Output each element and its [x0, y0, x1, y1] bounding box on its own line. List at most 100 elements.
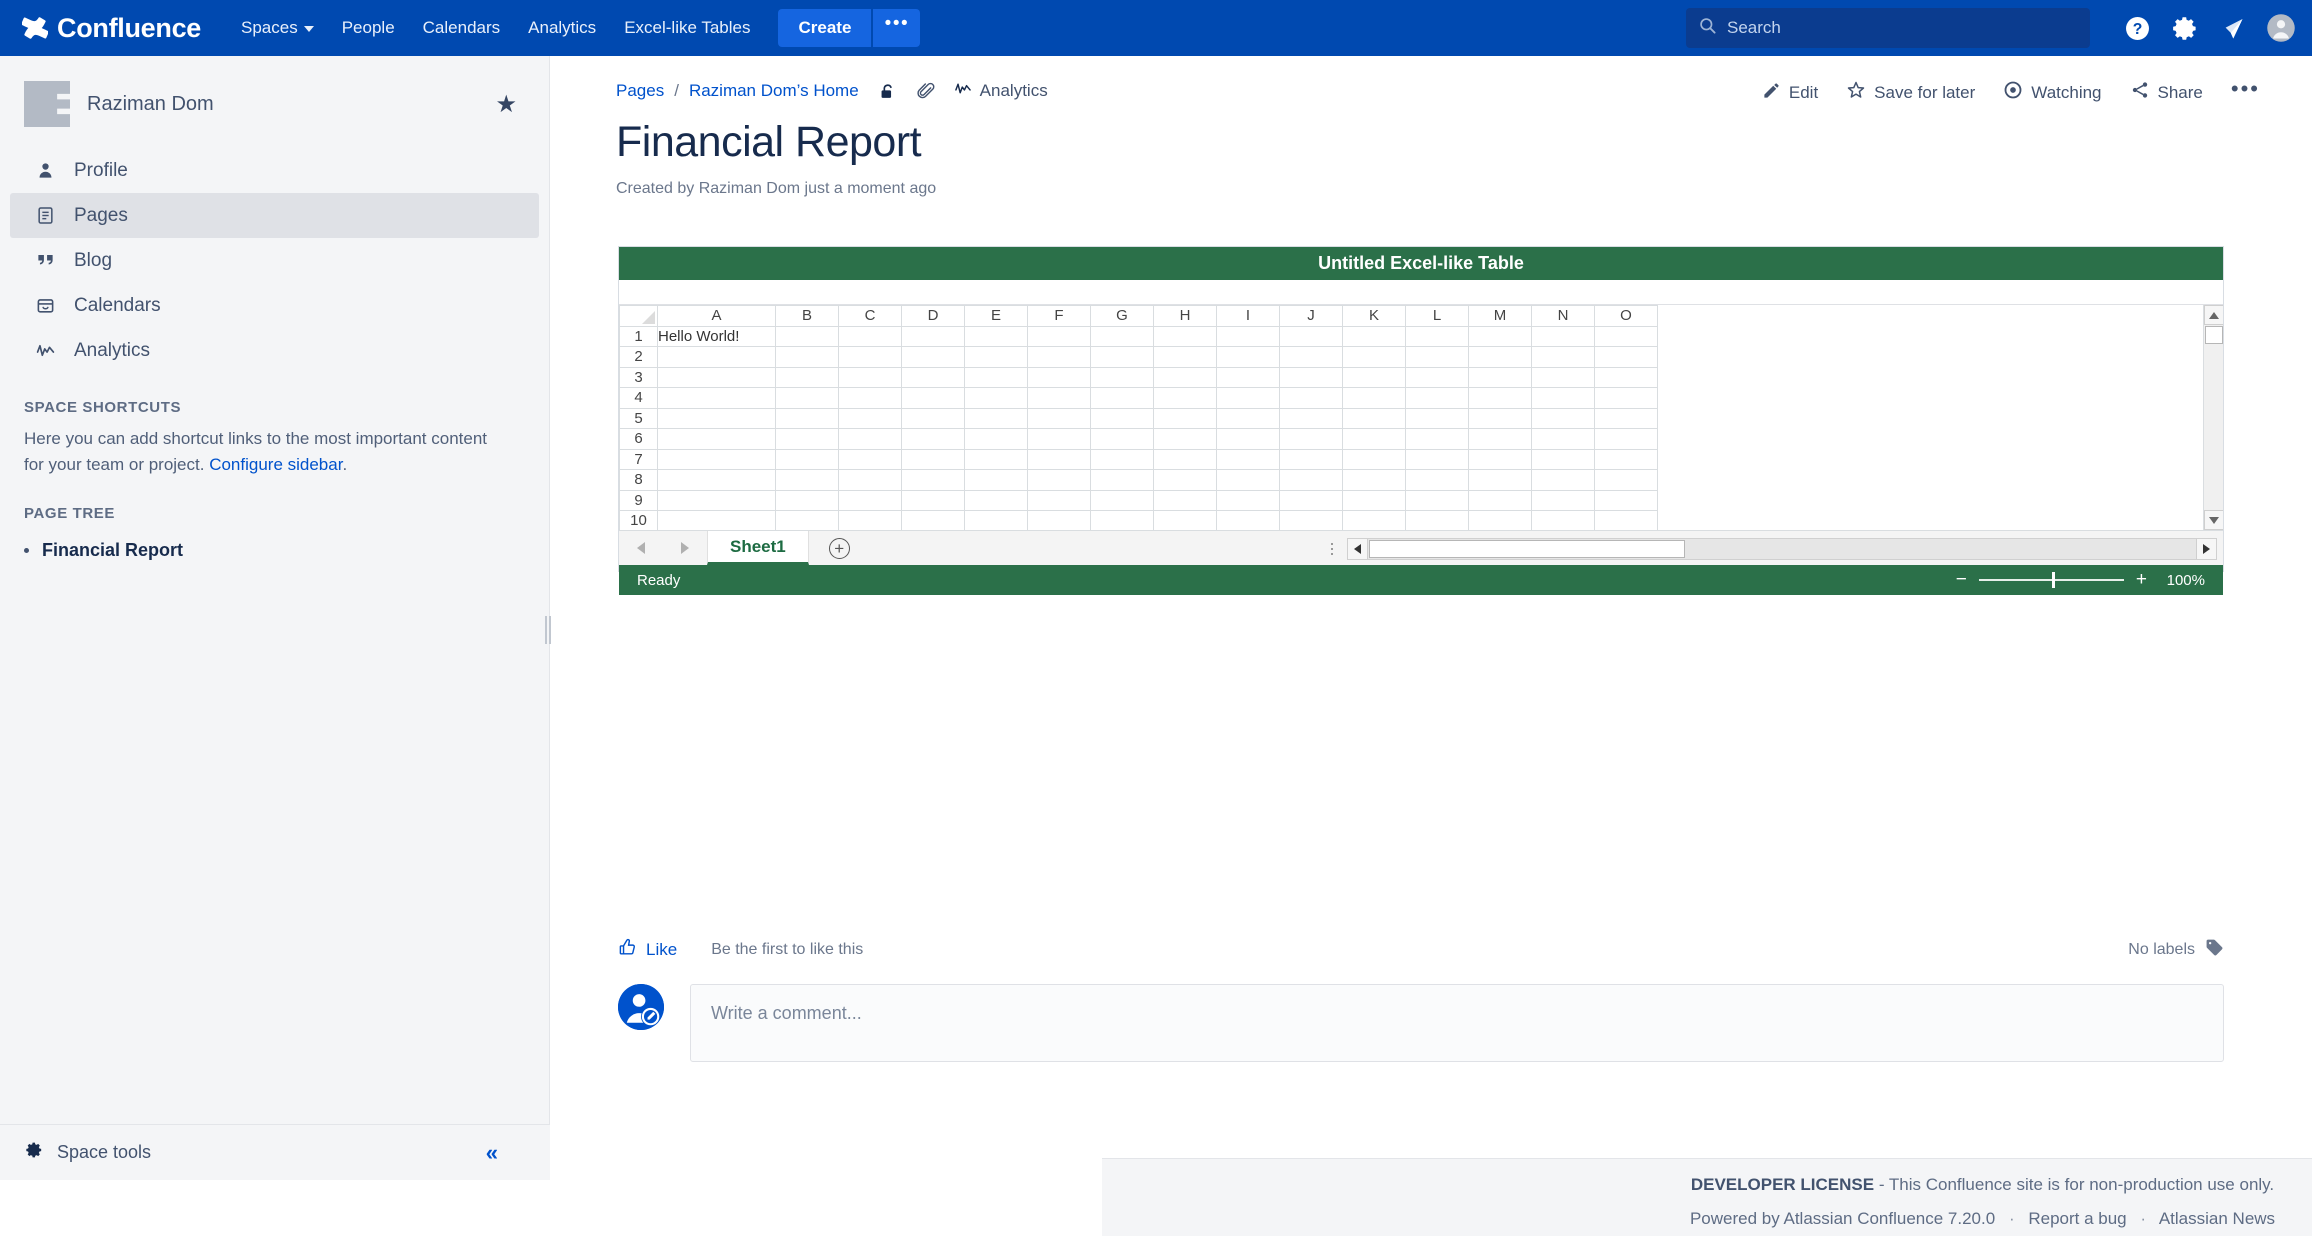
cell-M3[interactable] [1468, 366, 1532, 388]
sidebar-item-calendars[interactable]: Calendars [10, 283, 539, 328]
cell-J7[interactable] [1279, 448, 1343, 470]
cell-C2[interactable] [838, 346, 902, 368]
cell-D10[interactable] [901, 510, 965, 530]
cell-A7[interactable] [657, 448, 776, 470]
cell-L2[interactable] [1405, 346, 1469, 368]
cell-H2[interactable] [1153, 346, 1217, 368]
cell-O5[interactable] [1594, 407, 1658, 429]
cell-M10[interactable] [1468, 510, 1532, 530]
cell-M8[interactable] [1468, 469, 1532, 491]
cell-E1[interactable] [964, 325, 1028, 347]
cell-D4[interactable] [901, 387, 965, 409]
cell-H7[interactable] [1153, 448, 1217, 470]
cell-E10[interactable] [964, 510, 1028, 530]
cell-I5[interactable] [1216, 407, 1280, 429]
cell-E9[interactable] [964, 489, 1028, 511]
cell-K4[interactable] [1342, 387, 1406, 409]
column-header-C[interactable]: C [838, 305, 902, 327]
cell-L8[interactable] [1405, 469, 1469, 491]
row-header-5[interactable]: 5 [619, 407, 658, 429]
cell-F8[interactable] [1027, 469, 1091, 491]
cell-F5[interactable] [1027, 407, 1091, 429]
cell-N8[interactable] [1531, 469, 1595, 491]
cell-O9[interactable] [1594, 489, 1658, 511]
cell-G6[interactable] [1090, 428, 1154, 450]
cell-G8[interactable] [1090, 469, 1154, 491]
cell-K2[interactable] [1342, 346, 1406, 368]
horizontal-scrollbar[interactable] [1347, 537, 2217, 560]
cell-D8[interactable] [901, 469, 965, 491]
cell-A2[interactable] [657, 346, 776, 368]
cell-I6[interactable] [1216, 428, 1280, 450]
space-tools-label[interactable]: Space tools [57, 1142, 152, 1162]
notifications-icon[interactable] [2216, 11, 2250, 45]
vertical-scrollbar-thumb[interactable] [2205, 326, 2223, 344]
next-sheet-button[interactable] [663, 531, 707, 565]
cell-J5[interactable] [1279, 407, 1343, 429]
cell-L7[interactable] [1405, 448, 1469, 470]
column-header-K[interactable]: K [1342, 305, 1406, 327]
cell-L5[interactable] [1405, 407, 1469, 429]
cell-E6[interactable] [964, 428, 1028, 450]
cell-A3[interactable] [657, 366, 776, 388]
formula-bar[interactable] [619, 280, 2223, 305]
cell-I4[interactable] [1216, 387, 1280, 409]
cell-G9[interactable] [1090, 489, 1154, 511]
space-name-label[interactable]: Raziman Dom [87, 92, 214, 115]
cell-F6[interactable] [1027, 428, 1091, 450]
cell-J10[interactable] [1279, 510, 1343, 530]
cell-I9[interactable] [1216, 489, 1280, 511]
scroll-up-button[interactable] [2204, 305, 2223, 325]
cell-F3[interactable] [1027, 366, 1091, 388]
confluence-logo-home-link[interactable]: Confluence [21, 13, 201, 44]
cell-K1[interactable] [1342, 325, 1406, 347]
cell-G4[interactable] [1090, 387, 1154, 409]
cell-O7[interactable] [1594, 448, 1658, 470]
cell-A4[interactable] [657, 387, 776, 409]
row-header-7[interactable]: 7 [619, 448, 658, 470]
user-avatar-icon[interactable] [2264, 11, 2298, 45]
cell-J2[interactable] [1279, 346, 1343, 368]
cell-C1[interactable] [838, 325, 902, 347]
share-button[interactable]: Share [2130, 80, 2203, 105]
scroll-down-button[interactable] [2204, 510, 2223, 530]
cell-C7[interactable] [838, 448, 902, 470]
cell-O10[interactable] [1594, 510, 1658, 530]
cell-A6[interactable] [657, 428, 776, 450]
cell-F9[interactable] [1027, 489, 1091, 511]
cell-F1[interactable] [1027, 325, 1091, 347]
cell-M1[interactable] [1468, 325, 1532, 347]
cell-A8[interactable] [657, 469, 776, 491]
column-header-G[interactable]: G [1090, 305, 1154, 327]
vertical-scrollbar[interactable] [2203, 305, 2223, 530]
favourite-star-icon[interactable]: ★ [495, 90, 517, 118]
cell-M2[interactable] [1468, 346, 1532, 368]
cell-E5[interactable] [964, 407, 1028, 429]
report-a-bug-link[interactable]: Report a bug [2028, 1209, 2127, 1228]
cell-C3[interactable] [838, 366, 902, 388]
scroll-left-button[interactable] [1348, 538, 1368, 559]
sidebar-item-profile[interactable]: Profile [10, 148, 539, 193]
cell-C5[interactable] [838, 407, 902, 429]
row-header-10[interactable]: 10 [619, 510, 658, 530]
previous-sheet-button[interactable] [619, 531, 663, 565]
cell-K9[interactable] [1342, 489, 1406, 511]
configure-sidebar-link[interactable]: Configure sidebar [209, 455, 343, 475]
zoom-in-button[interactable]: + [2135, 569, 2147, 590]
cell-E7[interactable] [964, 448, 1028, 470]
cell-B7[interactable] [775, 448, 839, 470]
cell-O6[interactable] [1594, 428, 1658, 450]
cell-E4[interactable] [964, 387, 1028, 409]
sheet-tab-sheet1[interactable]: Sheet1 [707, 531, 809, 565]
cell-J8[interactable] [1279, 469, 1343, 491]
cell-N3[interactable] [1531, 366, 1595, 388]
cell-L1[interactable] [1405, 325, 1469, 347]
cell-G1[interactable] [1090, 325, 1154, 347]
cell-J6[interactable] [1279, 428, 1343, 450]
cell-I2[interactable] [1216, 346, 1280, 368]
tabbar-resize-handle[interactable] [1323, 542, 1341, 555]
column-header-N[interactable]: N [1531, 305, 1595, 327]
column-header-L[interactable]: L [1405, 305, 1469, 327]
cell-L3[interactable] [1405, 366, 1469, 388]
row-header-2[interactable]: 2 [619, 346, 658, 368]
